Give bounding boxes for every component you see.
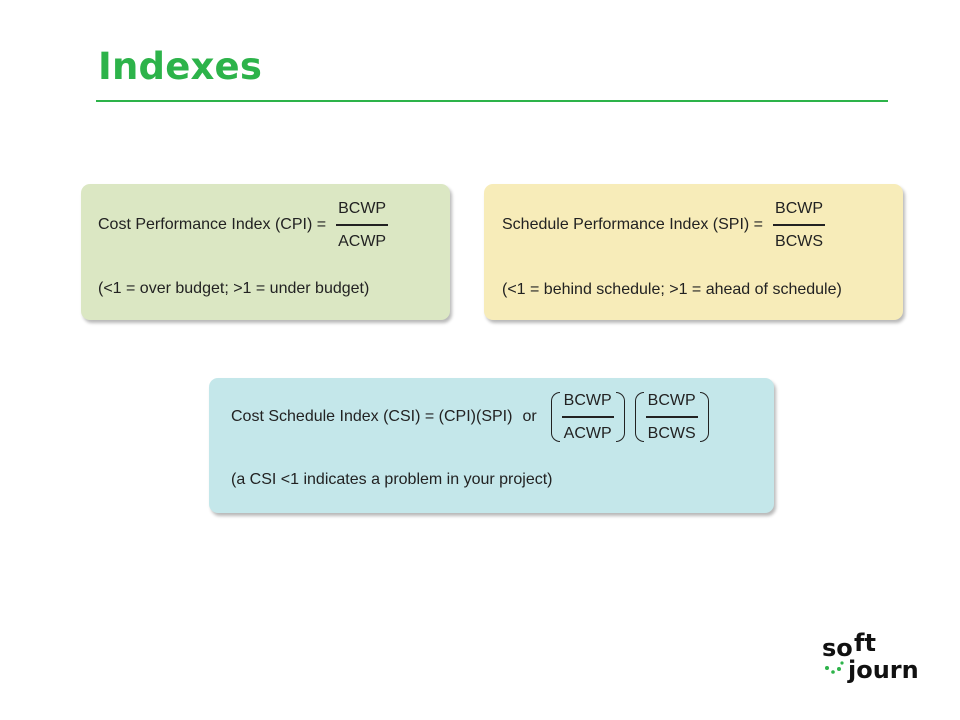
cpi-formula: Cost Performance Index (CPI) = BCWP ACWP bbox=[98, 200, 389, 251]
csi-fraction-1-denominator: ACWP bbox=[563, 424, 612, 442]
fraction-bar bbox=[645, 416, 698, 418]
cpi-denominator: ACWP bbox=[338, 232, 387, 250]
csi-cpi-term: BCWP ACWP bbox=[547, 392, 625, 443]
left-paren bbox=[550, 392, 560, 443]
spi-fraction: BCWP BCWS bbox=[773, 200, 826, 251]
logo-dot bbox=[831, 670, 835, 674]
softjourn-logo: so ft journ bbox=[822, 632, 919, 684]
cpi-numerator: BCWP bbox=[338, 200, 387, 217]
csi-fraction-2: BCWP BCWS bbox=[645, 392, 698, 443]
csi-formula: Cost Schedule Index (CSI) = (CPI)(SPI) o… bbox=[231, 392, 715, 443]
logo-so: so bbox=[822, 634, 853, 662]
logo-dot bbox=[837, 667, 841, 671]
csi-fraction-2-numerator: BCWP bbox=[647, 392, 696, 409]
csi-spi-term: BCWP BCWS bbox=[631, 392, 709, 443]
title-underline bbox=[96, 100, 888, 102]
spi-label: Schedule Performance Index (SPI) = bbox=[502, 216, 764, 234]
spi-formula: Schedule Performance Index (SPI) = BCWP … bbox=[502, 200, 826, 251]
slide-title: Indexes bbox=[98, 45, 263, 88]
right-paren bbox=[699, 392, 709, 443]
cpi-label: Cost Performance Index (CPI) = bbox=[98, 216, 327, 234]
csi-box: Cost Schedule Index (CSI) = (CPI)(SPI) o… bbox=[209, 378, 774, 513]
fraction-bar bbox=[773, 224, 826, 226]
csi-note: (a CSI <1 indicates a problem in your pr… bbox=[231, 471, 553, 488]
logo-dot bbox=[825, 666, 829, 670]
spi-denominator: BCWS bbox=[775, 232, 824, 250]
cpi-box: Cost Performance Index (CPI) = BCWP ACWP… bbox=[81, 184, 450, 320]
csi-fraction-2-denominator: BCWS bbox=[647, 424, 696, 442]
cpi-note: (<1 = over budget; >1 = under budget) bbox=[98, 280, 370, 297]
spi-box: Schedule Performance Index (SPI) = BCWP … bbox=[484, 184, 903, 320]
logo-ft: ft bbox=[854, 632, 876, 657]
csi-label: Cost Schedule Index (CSI) = (CPI)(SPI) bbox=[231, 408, 513, 426]
spi-note: (<1 = behind schedule; >1 = ahead of sch… bbox=[502, 281, 842, 298]
logo-journ: journ bbox=[847, 656, 919, 684]
fraction-bar bbox=[561, 416, 614, 418]
fraction-bar bbox=[336, 224, 389, 226]
left-paren bbox=[634, 392, 644, 443]
csi-fraction-1: BCWP ACWP bbox=[561, 392, 614, 443]
spi-numerator: BCWP bbox=[775, 200, 824, 217]
csi-or: or bbox=[522, 408, 537, 426]
logo-dot bbox=[840, 661, 844, 665]
cpi-fraction: BCWP ACWP bbox=[336, 200, 389, 251]
right-paren bbox=[615, 392, 625, 443]
csi-fraction-1-numerator: BCWP bbox=[563, 392, 612, 409]
